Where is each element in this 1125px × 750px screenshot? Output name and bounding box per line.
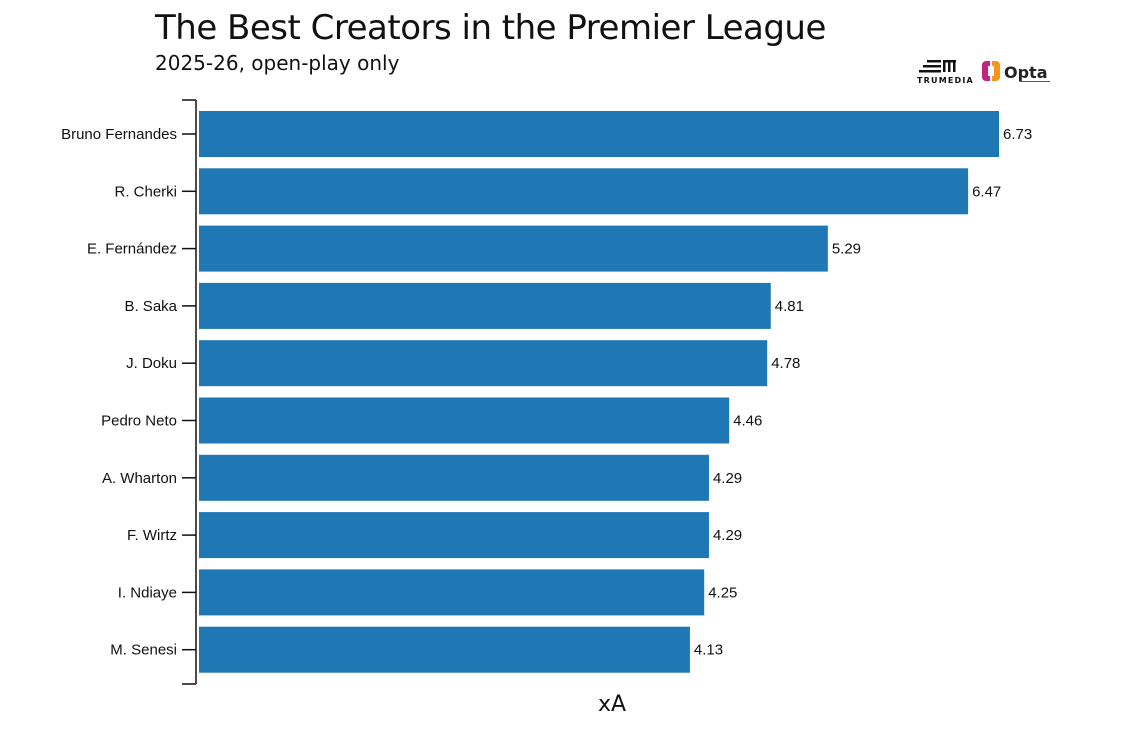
y-tick-label: B. Saka	[124, 298, 177, 315]
bar	[199, 512, 709, 559]
bar	[199, 111, 999, 157]
data-label: 5.29	[832, 241, 861, 258]
data-label: 4.25	[708, 584, 737, 601]
bar	[199, 397, 730, 444]
data-label: 4.78	[771, 355, 800, 372]
data-label: 4.81	[775, 298, 804, 315]
y-tick-label: A. Wharton	[102, 470, 177, 487]
data-label: 6.73	[1003, 126, 1032, 143]
data-label: 4.29	[713, 527, 742, 544]
bar	[199, 340, 768, 387]
bar	[199, 626, 690, 673]
svg-text:TRUMEDIA: TRUMEDIA	[917, 76, 974, 85]
data-label: 4.29	[713, 470, 742, 487]
bar	[199, 168, 969, 215]
bar	[199, 454, 709, 501]
x-axis-label: xA	[598, 692, 627, 717]
y-tick-label: Bruno Fernandes	[61, 126, 177, 143]
y-tick-label: R. Cherki	[114, 183, 177, 200]
y-tick-label: E. Fernández	[87, 241, 177, 258]
y-tick-label: I. Ndiaye	[118, 584, 177, 601]
data-label: 6.47	[972, 183, 1001, 200]
data-label: 4.13	[694, 642, 723, 659]
opta-logo-icon: Opta	[982, 61, 1050, 82]
chart-subtitle: 2025-26, open-play only	[155, 51, 400, 75]
bar	[199, 225, 828, 272]
y-tick-label: J. Doku	[126, 355, 177, 372]
svg-text:Opta: Opta	[1004, 63, 1048, 82]
y-tick-label: F. Wirtz	[127, 527, 177, 544]
data-label: 4.46	[733, 413, 762, 430]
y-tick-label: Pedro Neto	[101, 413, 177, 430]
chart-title: The Best Creators in the Premier League	[155, 8, 826, 48]
trumedia-logo-icon: TRUMEDIA	[917, 60, 974, 85]
bar	[199, 282, 771, 329]
y-tick-label: M. Senesi	[110, 642, 177, 659]
bar	[199, 569, 705, 616]
logos: TRUMEDIA Opta	[915, 58, 1065, 88]
